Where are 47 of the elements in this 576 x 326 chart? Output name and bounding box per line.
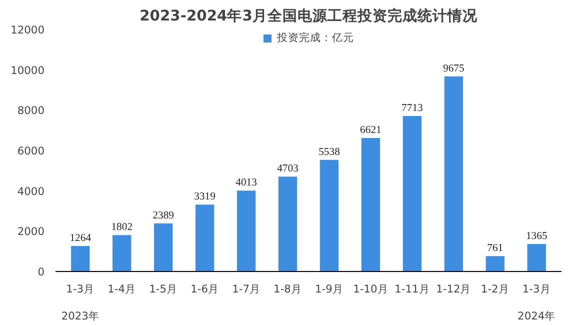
data-label: 2389 bbox=[152, 210, 174, 222]
x-tick-label: 1-4月 bbox=[108, 282, 136, 296]
x-tick-label: 1-3月 bbox=[66, 282, 95, 296]
x-tick-label: 1-6月 bbox=[190, 282, 220, 296]
bar bbox=[444, 76, 463, 272]
chart-title: 2023-2024年3月全国电源工程投资完成统计情况 bbox=[140, 6, 478, 24]
bar bbox=[361, 138, 380, 272]
data-label: 761 bbox=[487, 243, 504, 254]
data-label: 9675 bbox=[443, 63, 464, 74]
y-tick-label: 8000 bbox=[17, 104, 45, 118]
y-tick-label: 10000 bbox=[10, 64, 45, 77]
text: 2024年 bbox=[518, 310, 556, 322]
y-tick-label: 6000 bbox=[17, 144, 45, 158]
data-label: 1802 bbox=[111, 222, 133, 234]
bar bbox=[195, 204, 214, 272]
bar bbox=[320, 160, 339, 272]
bar bbox=[527, 244, 546, 272]
y-tick-label: 0 bbox=[38, 266, 45, 278]
x-tick-label: 1-9月 bbox=[315, 282, 344, 296]
x-tick-label: 1-12月 bbox=[436, 282, 472, 296]
bar bbox=[71, 246, 90, 272]
x-tick-label: 1-8月 bbox=[274, 282, 302, 296]
data-label: 1264 bbox=[70, 233, 92, 244]
x-tick-label: 1-2月 bbox=[480, 282, 510, 296]
data-label: 1365 bbox=[526, 230, 548, 242]
bar bbox=[278, 176, 298, 272]
legend-label: 投资完成：亿元 bbox=[277, 31, 354, 45]
x-tick-label: 1-11月 bbox=[394, 282, 430, 296]
data-label: 7713 bbox=[402, 102, 423, 114]
x-tick-label: 1-5月 bbox=[149, 282, 178, 296]
data-label: 6621 bbox=[360, 124, 382, 136]
y-tick-label: 4000 bbox=[17, 184, 45, 198]
bar bbox=[112, 235, 132, 272]
y-tick-label: 2000 bbox=[17, 225, 45, 238]
data-label: 4703 bbox=[277, 164, 298, 175]
data-label: 4013 bbox=[236, 178, 257, 189]
x-tick-label: 1-3月 bbox=[522, 282, 551, 296]
bar bbox=[402, 116, 422, 272]
text: 2023年 bbox=[61, 310, 100, 322]
x-tick-label: 1-10月 bbox=[353, 282, 388, 296]
data-label: 5538 bbox=[318, 146, 340, 158]
y-tick-label: 12000 bbox=[10, 24, 45, 36]
bar bbox=[236, 190, 256, 272]
data-label: 3319 bbox=[194, 192, 216, 203]
bar bbox=[154, 223, 173, 272]
bar bbox=[486, 256, 504, 272]
x-tick-label: 1-7月 bbox=[232, 282, 260, 296]
